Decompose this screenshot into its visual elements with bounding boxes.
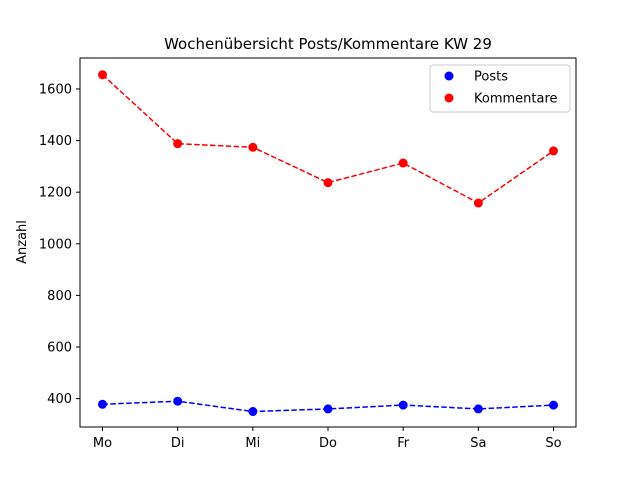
legend-label: Kommentare [474, 92, 558, 107]
y-tick-label: 600 [47, 341, 72, 356]
x-tick-label: So [545, 436, 561, 451]
y-tick-label: 1400 [39, 134, 72, 149]
y-tick-label: 1000 [39, 237, 72, 252]
data-point [549, 146, 558, 156]
data-point [323, 404, 333, 414]
y-axis-label: Anzahl [15, 220, 30, 264]
data-point [98, 70, 107, 80]
legend: Posts Kommentare [429, 64, 571, 113]
x-tick-label: Di [171, 436, 185, 451]
y-tick-label: 800 [47, 289, 72, 304]
data-point [173, 396, 183, 406]
legend-marker [444, 71, 454, 81]
data-point [473, 198, 483, 208]
y-tick-label: 1200 [39, 186, 72, 201]
data-point [248, 407, 258, 417]
data-point [549, 400, 558, 410]
data-point [323, 178, 333, 188]
data-point [248, 142, 258, 152]
plot-frame [79, 57, 577, 428]
x-tick-label: Fr [397, 436, 410, 451]
y-tick-label: 1600 [39, 82, 72, 97]
data-point [473, 404, 483, 414]
y-tick-label: 400 [47, 392, 72, 407]
legend-label: Posts [474, 70, 508, 85]
x-tick-label: Mo [93, 436, 112, 451]
x-tick-label: Mi [245, 436, 260, 451]
plot-area [98, 70, 558, 417]
x-tick-label: Sa [470, 436, 486, 451]
legend-box [429, 64, 571, 113]
data-point [98, 399, 107, 409]
legend-marker [444, 93, 454, 103]
chart-title: Wochenübersicht Posts/Kommentare KW 29 [164, 35, 492, 53]
x-tick-label: Do [319, 436, 337, 451]
data-point [173, 139, 183, 149]
data-point [398, 158, 408, 168]
data-point [398, 400, 408, 410]
